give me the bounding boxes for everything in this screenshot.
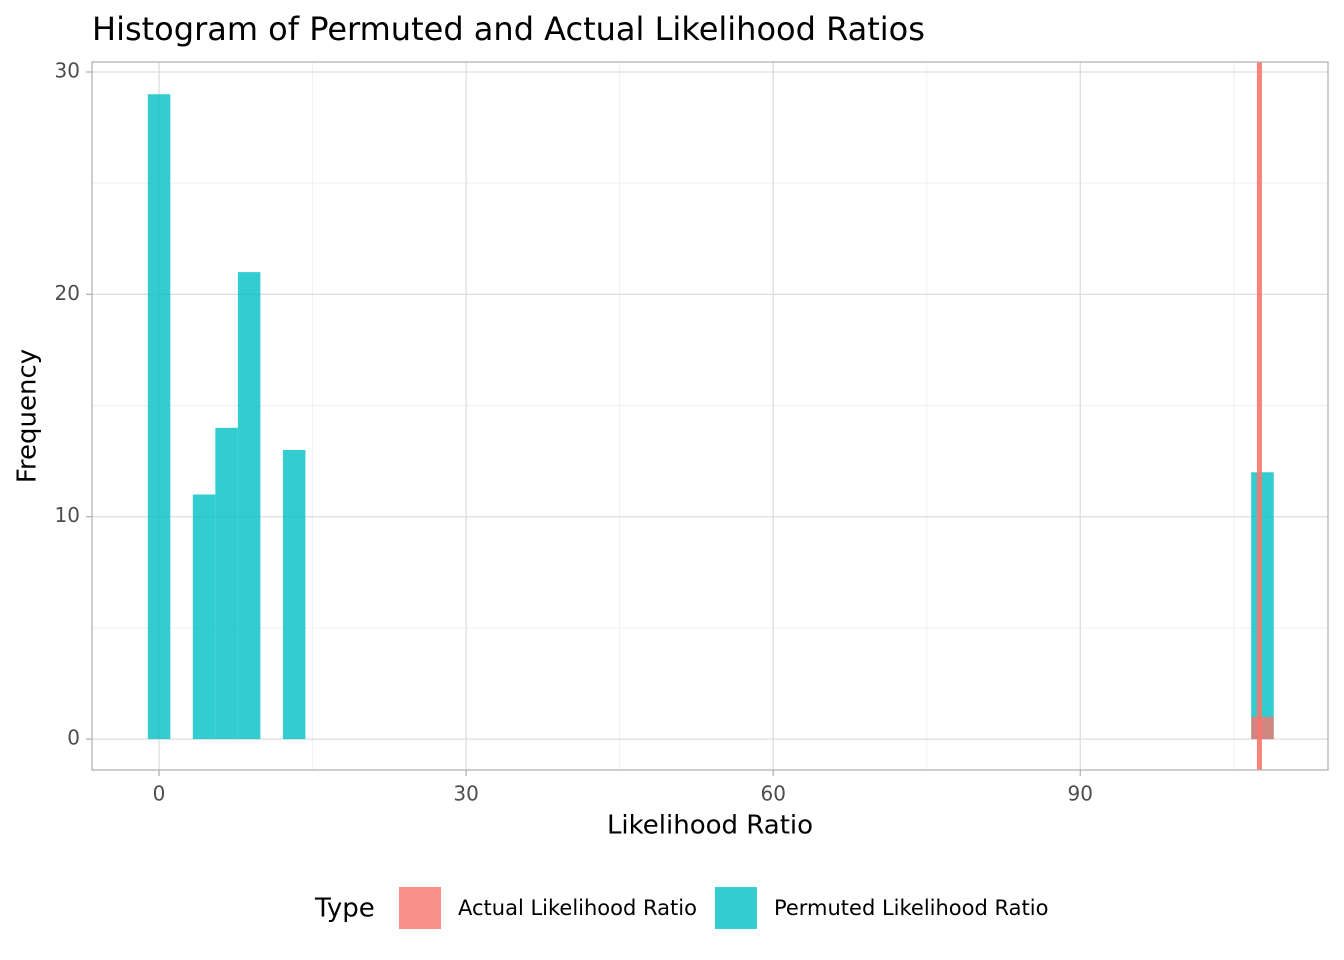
- legend-key: [714, 887, 757, 929]
- chart-title: Histogram of Permuted and Actual Likelih…: [92, 10, 925, 48]
- histogram-bar: [1251, 472, 1274, 740]
- y-tick-label: 20: [55, 281, 80, 305]
- histogram-bar: [1251, 716, 1274, 740]
- histogram-bar: [282, 450, 306, 740]
- legend-title: Type: [314, 894, 375, 924]
- histogram-bar: [192, 494, 216, 740]
- y-axis-title: Frequency: [13, 349, 43, 483]
- legend-key: [399, 887, 441, 929]
- x-tick-label: 90: [1068, 782, 1093, 806]
- x-tick-label: 30: [453, 782, 478, 806]
- x-tick-label: 60: [760, 782, 785, 806]
- y-tick-label: 0: [67, 726, 80, 750]
- x-axis-title: Likelihood Ratio: [607, 811, 813, 841]
- panel-border: [91, 61, 1329, 771]
- histogram-bar: [237, 272, 261, 740]
- histogram-bar: [215, 427, 238, 740]
- y-tick-label: 10: [55, 503, 80, 527]
- y-tick-label: 30: [55, 59, 80, 83]
- x-tick-label: 0: [153, 782, 166, 806]
- legend-label: Permuted Likelihood Ratio: [774, 896, 1049, 920]
- histogram-bar: [147, 94, 171, 740]
- legend-label: Actual Likelihood Ratio: [458, 896, 697, 920]
